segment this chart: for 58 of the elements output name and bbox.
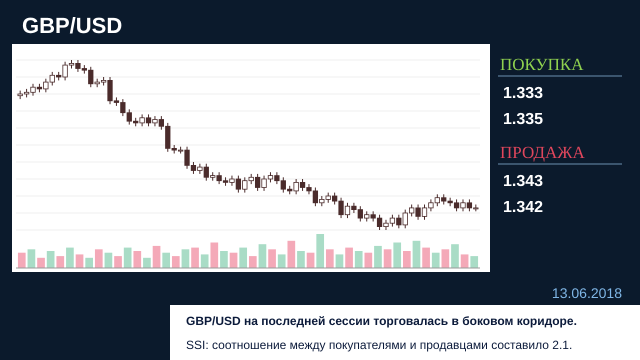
bar bbox=[412, 240, 420, 268]
text: 13.06.2018 bbox=[552, 285, 622, 301]
bar bbox=[114, 256, 122, 268]
bar bbox=[422, 248, 430, 268]
bar bbox=[460, 254, 468, 268]
bar bbox=[354, 251, 363, 268]
bar bbox=[306, 252, 314, 268]
bar bbox=[393, 242, 402, 268]
text: SSI: соотношение между покупателями и продавцами составило 2.1. bbox=[186, 338, 572, 352]
text: 1.333 bbox=[503, 85, 544, 102]
bar bbox=[172, 256, 180, 268]
bar bbox=[239, 248, 248, 268]
bar bbox=[316, 234, 324, 268]
text: 1.343 bbox=[503, 173, 544, 190]
bar bbox=[124, 248, 132, 268]
bar bbox=[326, 249, 334, 268]
bar bbox=[94, 249, 103, 268]
bar bbox=[336, 254, 344, 268]
bar bbox=[432, 252, 440, 268]
bar bbox=[182, 249, 190, 268]
bar bbox=[152, 246, 160, 268]
text: ПОКУПКА bbox=[500, 55, 584, 74]
bar bbox=[18, 252, 26, 268]
bar bbox=[384, 249, 392, 268]
text: 1.342 bbox=[503, 199, 544, 216]
bar bbox=[364, 252, 372, 268]
bar bbox=[451, 244, 459, 268]
bar bbox=[56, 256, 64, 268]
bar bbox=[85, 258, 94, 268]
bar bbox=[191, 248, 199, 268]
bar bbox=[104, 252, 112, 268]
bar bbox=[143, 258, 151, 268]
chart-title: GBP/USD bbox=[22, 13, 122, 38]
bar bbox=[402, 251, 411, 268]
bar bbox=[200, 254, 209, 268]
bar bbox=[220, 251, 228, 268]
bar bbox=[297, 251, 305, 268]
text: 1.335 bbox=[503, 111, 544, 128]
bar bbox=[230, 252, 238, 268]
bar bbox=[76, 254, 84, 268]
text: GBP/USD на последней сессии торговалась в боковом коридоре. bbox=[186, 314, 577, 328]
bar bbox=[470, 256, 478, 268]
bar bbox=[278, 254, 286, 268]
bar bbox=[37, 258, 45, 268]
bar bbox=[162, 252, 170, 268]
bar bbox=[258, 244, 266, 268]
bar bbox=[287, 240, 296, 268]
bar bbox=[441, 249, 450, 268]
bar bbox=[374, 246, 382, 268]
bar bbox=[66, 248, 74, 268]
bar bbox=[28, 249, 36, 268]
bar bbox=[268, 249, 276, 268]
bar bbox=[248, 256, 257, 268]
bar bbox=[133, 251, 142, 268]
bar bbox=[345, 248, 353, 268]
text: ПРОДАЖА bbox=[500, 143, 586, 162]
bar bbox=[46, 251, 55, 268]
bar bbox=[210, 242, 218, 268]
